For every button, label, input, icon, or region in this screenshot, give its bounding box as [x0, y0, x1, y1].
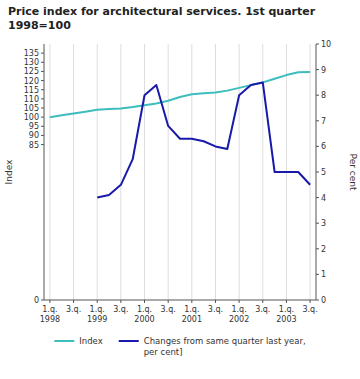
x-tick-label: 1.q.2001 [182, 305, 202, 324]
y2-tick [316, 120, 319, 121]
legend-label: Changes from same quarter last year,per … [144, 336, 306, 357]
y2-tick-label: 5 [321, 168, 326, 177]
y-axis-title: Index [4, 159, 14, 184]
y-tick [41, 126, 44, 127]
x-axis-line [44, 300, 316, 301]
x-tick-label: 3.q. [255, 305, 270, 314]
y-tick-label: 120 [24, 77, 39, 86]
legend-swatch [119, 340, 139, 342]
x-tick [286, 300, 287, 303]
y2-tick [316, 300, 319, 301]
x-tick-label: 1.q.2000 [134, 305, 154, 324]
y-tick [41, 53, 44, 54]
legend-item: Index [54, 336, 102, 346]
x-tick-label: 1.q.2002 [229, 305, 249, 324]
x-tick-label: 3.q. [113, 305, 128, 314]
y-tick-label: 95 [29, 122, 39, 131]
y-axis-line [44, 44, 45, 300]
y2-tick-label: 3 [321, 219, 326, 228]
x-tick [49, 300, 50, 303]
legend-item: Changes from same quarter last year,per … [119, 336, 306, 357]
grid-line [144, 44, 145, 300]
grid-line [239, 44, 240, 300]
y-tick-label: 105 [24, 104, 39, 113]
x-tick [168, 300, 169, 303]
x-tick-label: 1.q.2003 [276, 305, 296, 324]
y-tick-label: 125 [24, 67, 39, 76]
grid-line [191, 44, 192, 300]
y2-tick-label: 2 [321, 245, 326, 254]
x-tick [120, 300, 121, 303]
y-tick [41, 62, 44, 63]
x-tick [310, 300, 311, 303]
y2-tick-label: 10 [321, 40, 331, 49]
y-tick-label: 85 [29, 141, 39, 150]
series-line [97, 82, 310, 197]
y2-tick [316, 69, 319, 70]
title: Price index for architectural services. … [8, 5, 316, 18]
series-line [50, 72, 310, 117]
y-tick-label: 110 [24, 95, 39, 104]
y-tick [41, 80, 44, 81]
y-tick [41, 300, 44, 301]
y-tick-label: 100 [24, 113, 39, 122]
grid-line [310, 44, 311, 300]
y2-tick [316, 44, 319, 45]
x-tick-label: 3.q. [302, 305, 317, 314]
y-tick [41, 71, 44, 72]
y-tick [41, 117, 44, 118]
x-tick-label: 3.q. [66, 305, 81, 314]
y2-tick [316, 197, 319, 198]
chart: Price index for architectural services. … [0, 0, 360, 379]
x-tick [97, 300, 98, 303]
grid-line [73, 44, 74, 300]
y2-tick-label: 7 [321, 117, 326, 126]
y2-tick [316, 172, 319, 173]
y-tick [41, 144, 44, 145]
y2-tick [316, 223, 319, 224]
x-tick [215, 300, 216, 303]
y2-tick [316, 95, 319, 96]
y-tick-label: 115 [24, 86, 39, 95]
x-tick [191, 300, 192, 303]
y-tick [41, 98, 44, 99]
y2-tick [316, 146, 319, 147]
x-tick-label: 3.q. [161, 305, 176, 314]
y2-tick-label: 0 [321, 296, 326, 305]
x-tick [73, 300, 74, 303]
y2-axis-title: Per cent [348, 154, 358, 191]
y-tick-label: 0 [34, 296, 39, 305]
legend-swatch [54, 340, 74, 342]
y2-tick [316, 274, 319, 275]
y-tick-label: 135 [24, 49, 39, 58]
y2-tick-label: 9 [321, 66, 326, 75]
y-tick-label: 90 [29, 131, 39, 140]
legend-label: Index [79, 336, 102, 346]
legend: Index Changes from same quarter last year… [54, 336, 305, 357]
y-tick-label: 130 [24, 58, 39, 67]
x-tick [239, 300, 240, 303]
x-tick [144, 300, 145, 303]
grid-line [215, 44, 216, 300]
axes: 0 859095100105110115120125130135 0 1 2 3 4 5 6 7 8… [24, 40, 331, 324]
subtitle: 1998=100 [8, 19, 71, 32]
y2-tick-label: 4 [321, 194, 326, 203]
grid-line [168, 44, 169, 300]
x-tick-label: 3.q. [208, 305, 223, 314]
y2-tick-label: 6 [321, 142, 326, 151]
y2-tick [316, 248, 319, 249]
grid-line [120, 44, 121, 300]
y-tick [41, 135, 44, 136]
grid-line [49, 44, 50, 300]
y2-tick-label: 8 [321, 91, 326, 100]
grid [50, 44, 310, 300]
x-tick [262, 300, 263, 303]
x-tick-label: 1.q.1998 [40, 305, 60, 324]
y-tick [41, 89, 44, 90]
y2-tick-label: 1 [321, 270, 326, 279]
y-tick [41, 108, 44, 109]
x-tick-label: 1.q.1999 [87, 305, 107, 324]
grid-line [97, 44, 98, 300]
plot-area [50, 72, 310, 198]
